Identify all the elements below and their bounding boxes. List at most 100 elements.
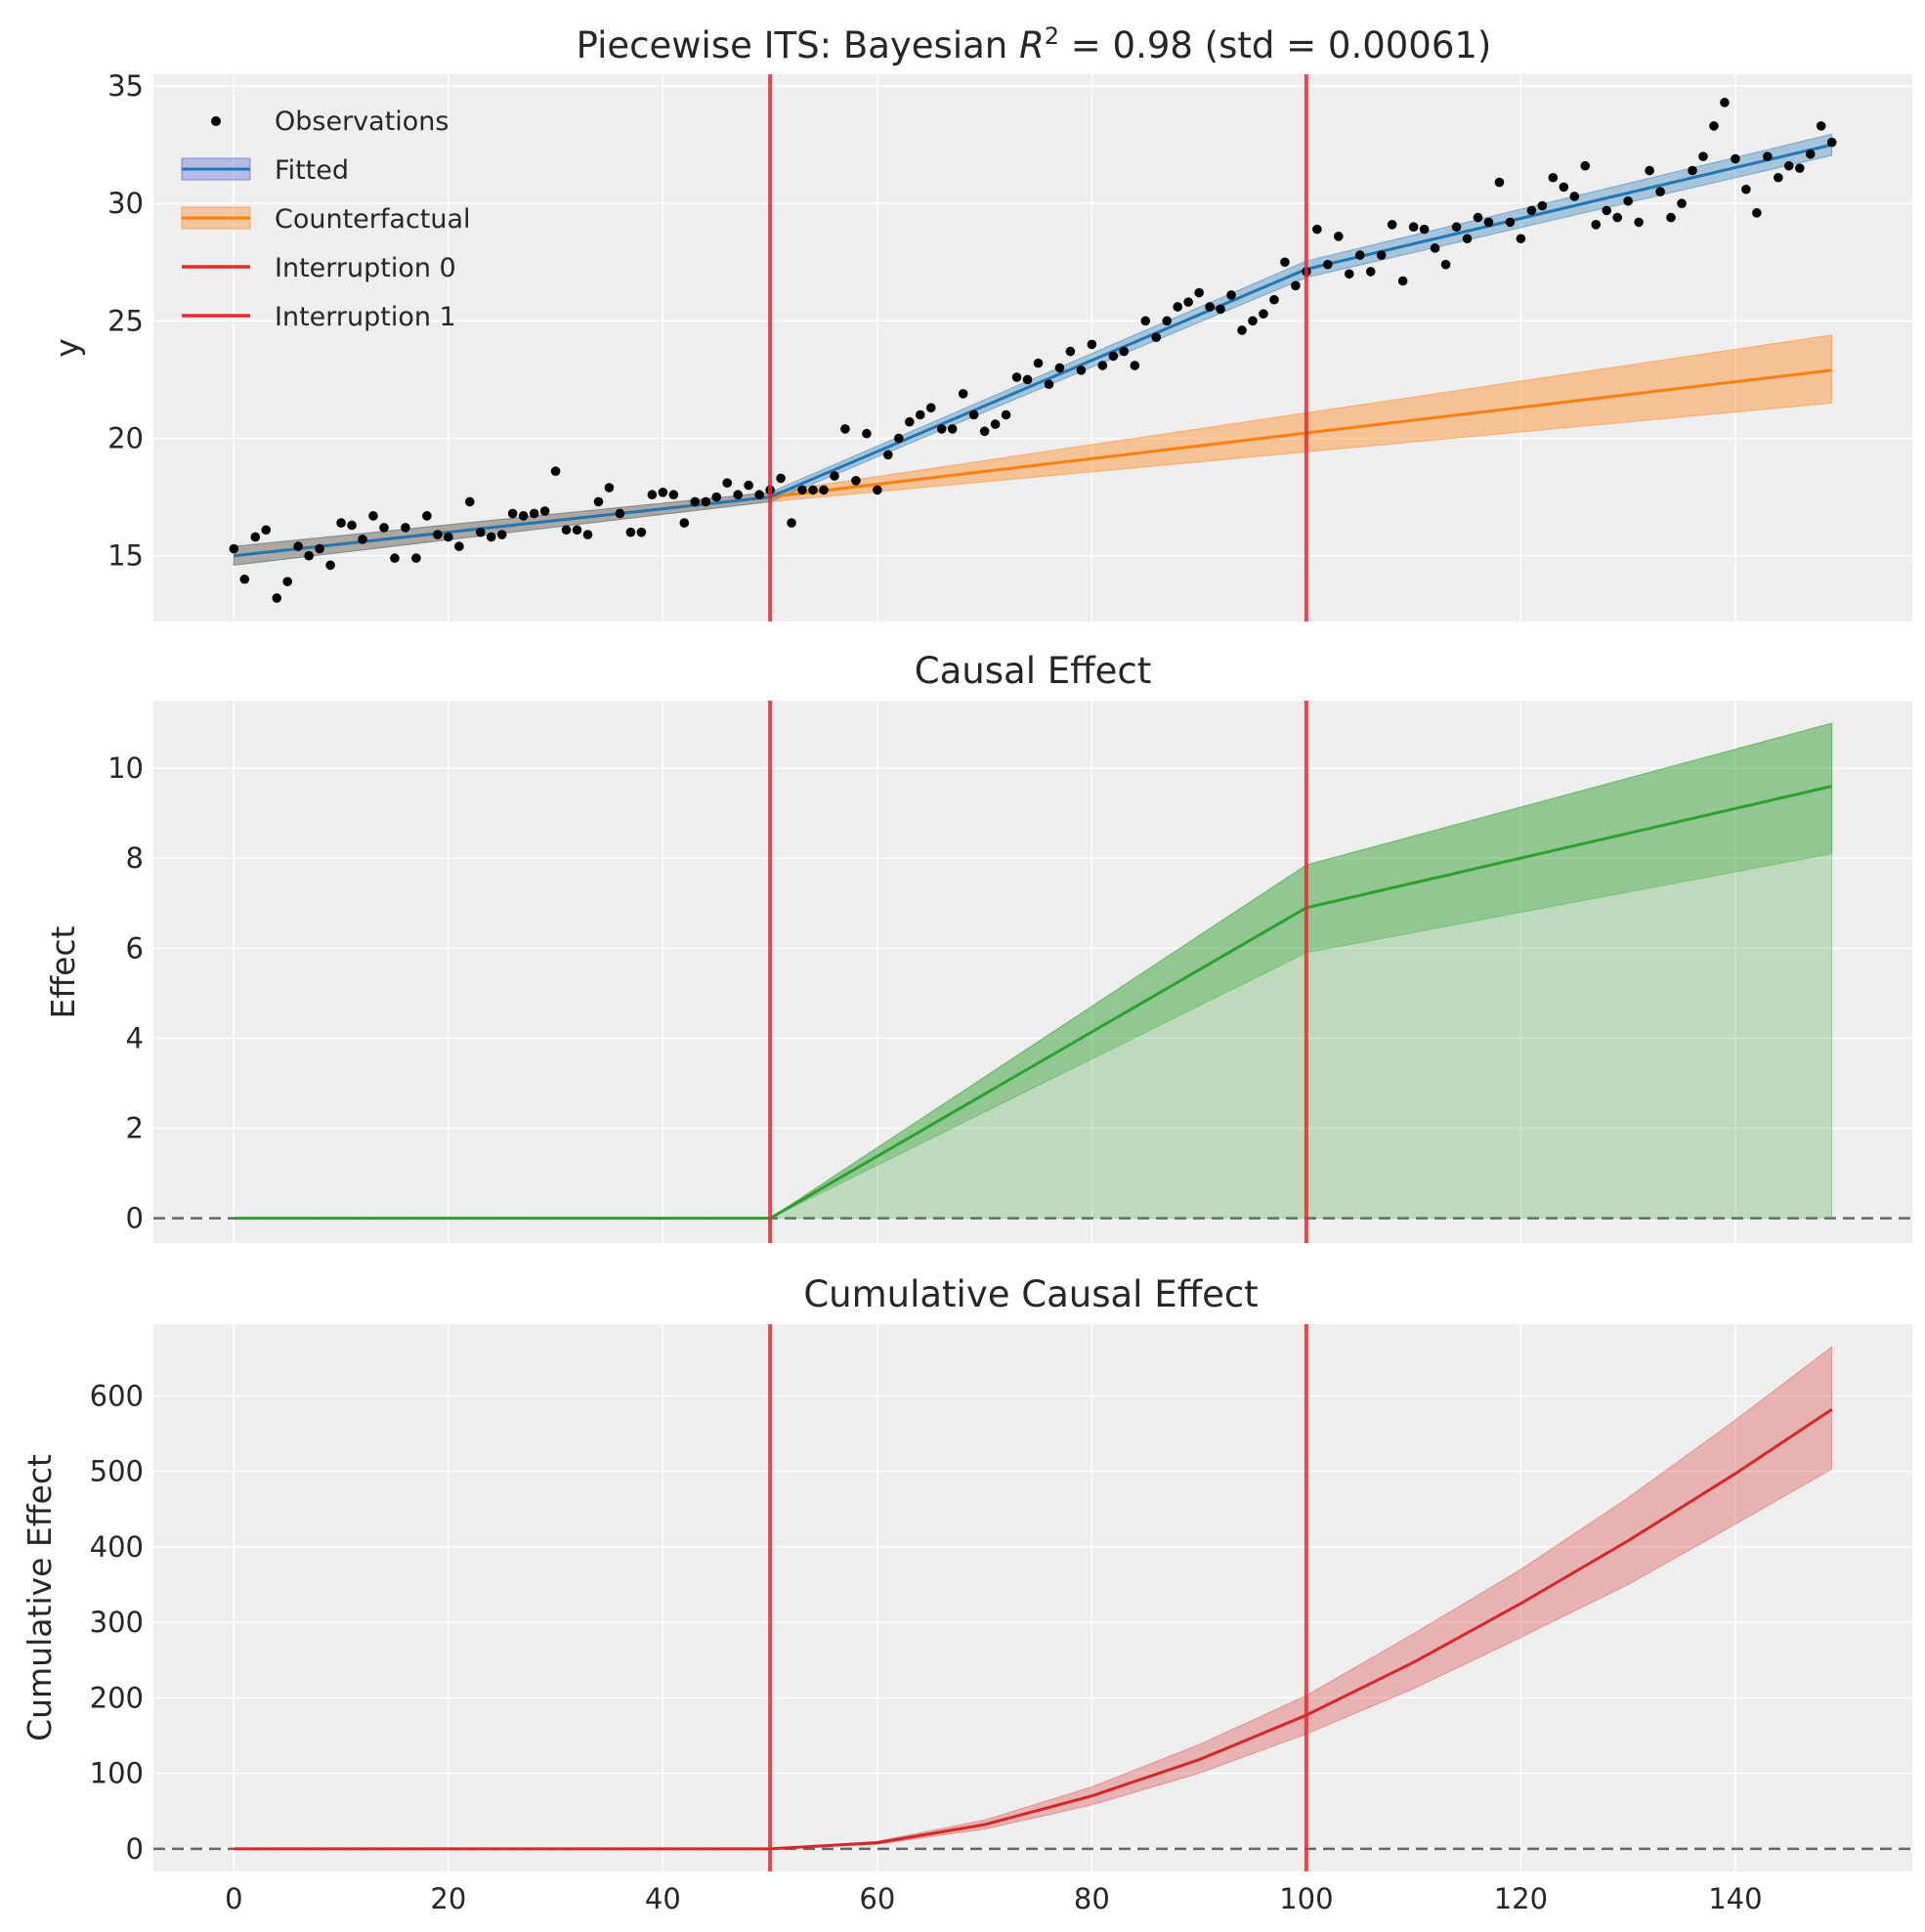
observation-point xyxy=(1494,177,1505,188)
panel-cumulative: Cumulative Causal Effect 010020030040050… xyxy=(21,1273,1912,1915)
observation-point xyxy=(347,520,357,531)
x-tick-label: 80 xyxy=(1074,1882,1110,1915)
observation-point xyxy=(1602,205,1611,216)
observation-point xyxy=(1354,250,1365,260)
observation-point xyxy=(454,541,464,551)
observation-point xyxy=(1430,243,1440,253)
panel-effect: Causal Effect 0 2 4 6 8 10 Effect xyxy=(44,650,1912,1243)
observation-point xyxy=(1720,98,1730,107)
observation-point xyxy=(1794,163,1805,173)
observation-point xyxy=(496,530,507,539)
observation-point xyxy=(1022,374,1033,385)
panel-effect-title: Causal Effect xyxy=(915,650,1151,692)
observation-point xyxy=(1783,160,1794,171)
legend: Observations Fitted Counterfactual Inter… xyxy=(181,107,471,332)
observation-point xyxy=(1291,280,1301,291)
observation-point xyxy=(722,478,732,488)
observation-point xyxy=(1805,149,1816,159)
observation-point xyxy=(1473,212,1483,223)
observation-point xyxy=(1237,325,1247,335)
observation-point xyxy=(647,490,658,500)
y-tick-label: 300 xyxy=(90,1606,144,1639)
observation-point xyxy=(1108,351,1119,362)
observation-point xyxy=(1365,267,1376,277)
observation-point xyxy=(701,496,711,507)
observation-point xyxy=(1580,160,1591,171)
panel-effect-lines xyxy=(234,785,1833,1221)
panel-effect-ylabel: Effect xyxy=(44,925,82,1018)
observation-point xyxy=(315,543,324,554)
observation-point xyxy=(1816,121,1826,131)
observation-point xyxy=(1312,224,1322,235)
y-tick-label: 200 xyxy=(90,1681,144,1714)
observation-point xyxy=(1001,409,1011,420)
observation-point xyxy=(368,511,378,521)
observation-point xyxy=(754,490,764,500)
observation-point xyxy=(636,527,647,537)
fitted-line xyxy=(234,143,1833,558)
observation-point xyxy=(1559,182,1569,193)
legend-observations-label: Observations xyxy=(275,107,449,137)
observation-point xyxy=(1130,361,1140,370)
observation-point xyxy=(733,490,743,500)
observation-point xyxy=(958,389,968,399)
panel-effect-y-ticks: 0 2 4 6 8 10 xyxy=(107,751,144,1235)
observation-point xyxy=(1323,259,1333,270)
observation-point xyxy=(1698,151,1708,161)
observation-point xyxy=(1387,220,1397,230)
y-tick-label: 15 xyxy=(107,539,144,573)
effect-outer-band xyxy=(234,722,1833,1220)
observation-point xyxy=(1173,302,1182,312)
observation-point xyxy=(282,577,292,586)
observation-point xyxy=(336,518,346,528)
observation-point xyxy=(1688,165,1697,176)
observation-point xyxy=(862,428,872,439)
observation-point xyxy=(1826,137,1837,148)
x-tick-label: 20 xyxy=(430,1882,466,1915)
observation-point xyxy=(1483,217,1494,228)
observation-points xyxy=(229,98,1837,603)
observation-point xyxy=(529,508,539,519)
observation-point xyxy=(539,506,550,516)
observation-point xyxy=(894,433,904,444)
observation-point xyxy=(411,553,421,563)
observation-point xyxy=(1216,304,1225,315)
observation-point xyxy=(1140,316,1151,326)
observation-point xyxy=(561,525,572,536)
y-tick-label: 500 xyxy=(90,1455,144,1488)
observation-point xyxy=(604,483,615,493)
panel-effect-plot-area xyxy=(153,701,1912,1243)
observation-point xyxy=(925,403,936,413)
observation-point xyxy=(1655,187,1665,196)
observation-point xyxy=(1763,151,1773,161)
observation-point xyxy=(947,424,958,434)
y-tick-label: 4 xyxy=(126,1021,144,1054)
observation-point xyxy=(293,541,303,551)
observation-point xyxy=(593,496,604,507)
observation-point xyxy=(304,550,314,561)
observation-point xyxy=(1516,234,1526,244)
x-tick-labels: 0 20 40 60 80 100 120 140 xyxy=(225,1882,1762,1915)
observation-point xyxy=(1269,294,1279,305)
panel-cumulative-y-ticks: 0 100 200 300 400 500 600 xyxy=(90,1379,144,1865)
y-tick-label: 400 xyxy=(90,1530,144,1564)
observation-point xyxy=(325,560,335,571)
observation-point xyxy=(840,424,850,434)
y-tick-label: 10 xyxy=(107,751,144,785)
observation-point xyxy=(1097,361,1108,370)
observation-point xyxy=(1011,372,1022,382)
observation-point xyxy=(1033,358,1044,368)
observation-point xyxy=(819,485,829,495)
observation-point xyxy=(1548,172,1559,183)
panel-cumulative-title: Cumulative Causal Effect xyxy=(803,1273,1258,1315)
observation-point xyxy=(1612,212,1622,223)
panel-its: Piecewise ITS: Bayesian R2 = 0.98 (std =… xyxy=(48,22,1912,622)
observation-point xyxy=(797,485,807,495)
x-tick-label: 140 xyxy=(1708,1882,1762,1915)
cumulative-band xyxy=(234,1346,1833,1850)
y-tick-label: 100 xyxy=(90,1757,144,1790)
observation-point xyxy=(1194,287,1204,298)
observation-point xyxy=(1634,217,1644,228)
panel-effect-bands xyxy=(153,722,1912,1220)
observation-point xyxy=(518,511,529,521)
